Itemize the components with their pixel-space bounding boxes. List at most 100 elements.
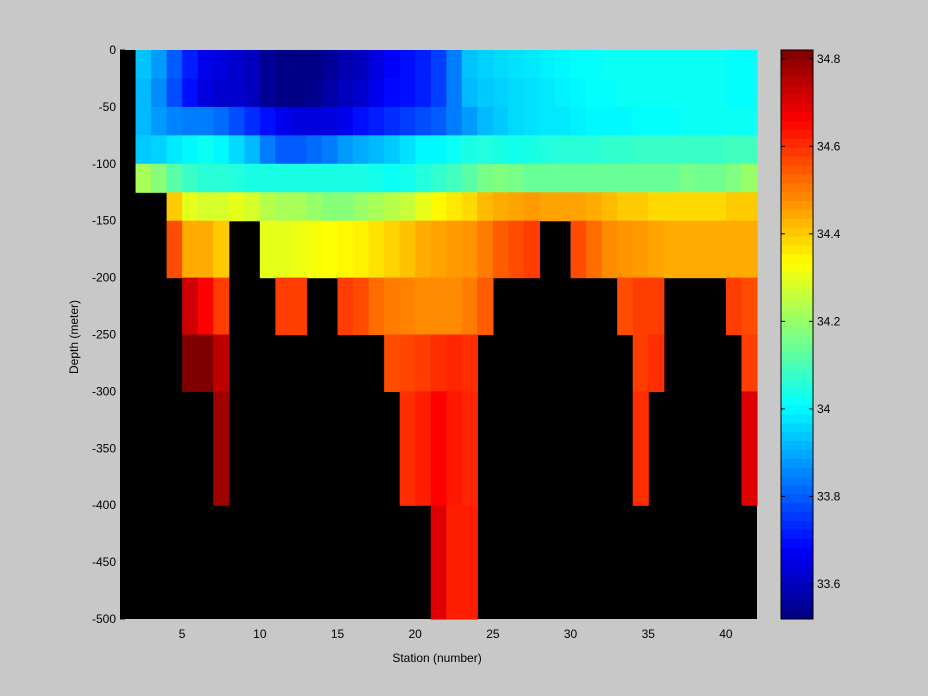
heatmap-cell — [399, 78, 416, 108]
heatmap-cell — [725, 163, 743, 193]
colorbar-swatch — [781, 432, 813, 442]
heatmap-cell — [275, 135, 292, 165]
heatmap-cell — [275, 78, 292, 108]
heatmap-cell — [337, 163, 354, 193]
heatmap-cell — [601, 106, 618, 136]
heatmap-cell — [244, 78, 261, 108]
heatmap-cell — [166, 50, 183, 80]
heatmap-cell — [182, 192, 199, 222]
heatmap-cell — [415, 192, 432, 222]
heatmap-cell — [151, 163, 168, 193]
heatmap-cell — [570, 50, 587, 80]
colorbar-swatch — [781, 85, 813, 95]
heatmap-cell — [384, 163, 401, 193]
heatmap-cell — [353, 106, 370, 136]
heatmap-cell — [523, 106, 541, 136]
colorbar-swatch — [781, 574, 813, 584]
heatmap-cell — [648, 192, 665, 222]
heatmap-cell — [213, 50, 230, 80]
heatmap-cell — [384, 277, 401, 336]
heatmap-cell — [228, 163, 245, 193]
heatmap-cell — [477, 220, 494, 279]
heatmap-cell — [461, 50, 478, 80]
heatmap-cell — [213, 192, 230, 222]
heatmap-cell — [648, 277, 665, 336]
heatmap-cell — [461, 192, 478, 222]
heatmap-cell — [213, 391, 230, 506]
colorbar-tick-label: 34.8 — [817, 52, 841, 66]
heatmap-cell — [213, 106, 230, 136]
heatmap-cell — [166, 106, 183, 136]
colorbar-swatch — [781, 530, 813, 540]
heatmap-cell — [694, 220, 711, 279]
colorbar-swatch — [781, 583, 813, 593]
heatmap-cell — [197, 192, 214, 222]
heatmap-cell — [539, 192, 556, 222]
heatmap-cell — [679, 192, 696, 222]
colorbar-swatch — [781, 458, 813, 469]
colorbar-swatch — [781, 210, 813, 220]
heatmap-cell — [290, 106, 308, 136]
colorbar-swatch — [781, 94, 813, 104]
heatmap-cell — [321, 192, 339, 222]
heatmap-cell — [492, 220, 510, 279]
colorbar-swatch — [781, 378, 813, 389]
heatmap-cell — [368, 135, 385, 165]
heatmap-cell — [290, 50, 308, 80]
heatmap-cell — [353, 78, 370, 108]
colorbar: 33.6 33.8 34 34.2 34.4 34.6 34.8 — [780, 49, 841, 620]
heatmap-cell — [461, 106, 478, 136]
heatmap-cell — [632, 135, 649, 165]
heatmap-cell — [508, 50, 525, 80]
colorbar-swatch — [781, 130, 813, 140]
heatmap-cell — [197, 135, 214, 165]
heatmap-cell — [632, 192, 649, 222]
heatmap-cell — [337, 192, 354, 222]
x-tick-label: 35 — [642, 627, 656, 641]
heatmap-cell — [663, 135, 680, 165]
heatmap-cell — [321, 135, 339, 165]
colorbar-swatch — [781, 370, 813, 380]
heatmap-cell — [570, 78, 587, 108]
heatmap-cell — [259, 78, 276, 108]
heatmap-cell — [135, 163, 152, 193]
colorbar-tick-label: 34.6 — [817, 139, 841, 153]
colorbar-swatch — [781, 245, 813, 255]
heatmap-cell — [244, 163, 261, 193]
y-tick-label: -250 — [92, 328, 116, 342]
heatmap-cell — [663, 106, 680, 136]
colorbar-swatch — [781, 467, 813, 478]
heatmap-cell — [725, 78, 743, 108]
heatmap-cell — [725, 277, 743, 336]
heatmap-cell — [508, 106, 525, 136]
heatmap-cell — [353, 220, 370, 279]
heatmap-cell — [679, 135, 696, 165]
heatmap-cell — [446, 334, 463, 392]
heatmap-cell — [415, 220, 432, 279]
heatmap-cell — [415, 163, 432, 193]
heatmap-cell — [632, 50, 649, 80]
heatmap-cell — [415, 391, 432, 506]
heatmap-cell — [151, 106, 168, 136]
colorbar-swatch — [781, 538, 813, 549]
heatmap-cell — [306, 192, 323, 222]
heatmap-cell — [741, 78, 758, 108]
heatmap-cell — [617, 78, 634, 108]
heatmap-cell — [586, 220, 603, 279]
heatmap-cell — [430, 334, 447, 392]
heatmap-cell — [368, 277, 385, 336]
colorbar-swatch — [781, 556, 813, 567]
colorbar-swatch — [781, 601, 813, 611]
colorbar-swatch — [781, 272, 813, 282]
heatmap-cell — [399, 50, 416, 80]
heatmap-cell — [710, 163, 727, 193]
heatmap-cell — [461, 78, 478, 108]
heatmap-cell — [384, 106, 401, 136]
heatmap-cell — [523, 135, 541, 165]
colorbar-swatch — [781, 227, 813, 238]
colorbar-swatch — [781, 512, 813, 522]
heatmap-cell — [275, 163, 292, 193]
heatmap-cell — [399, 220, 416, 279]
heatmap-cell — [741, 391, 758, 506]
heatmap-cell — [694, 192, 711, 222]
